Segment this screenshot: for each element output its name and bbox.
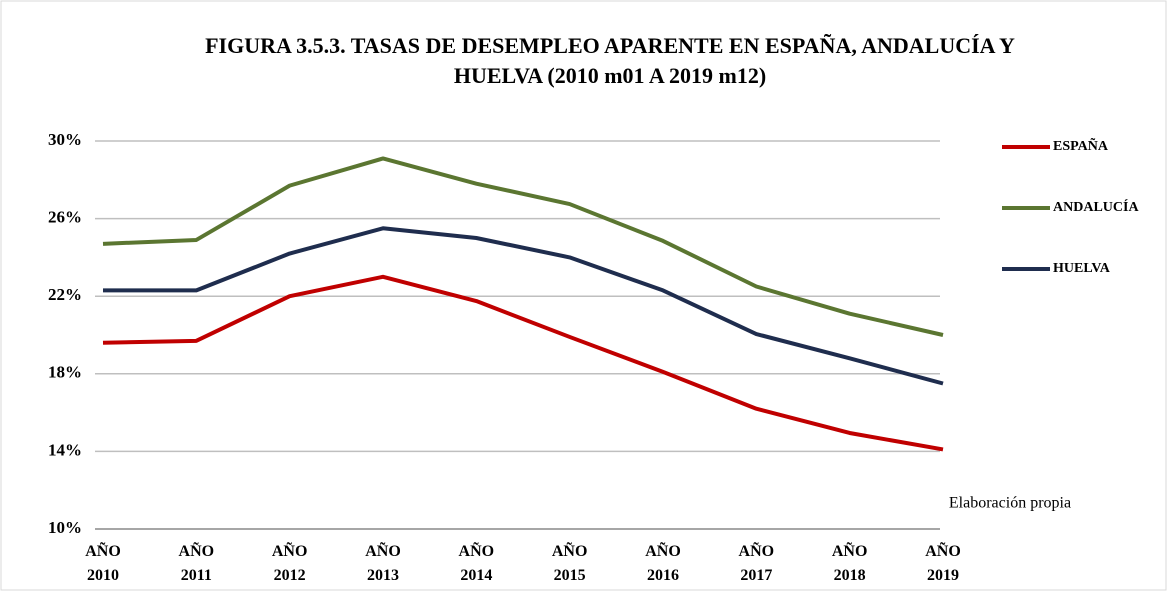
annotation: Elaboración propia xyxy=(949,495,1071,512)
series-line xyxy=(102,274,944,452)
chart-title: HUELVA (2010 m01 A 2019 m12) xyxy=(454,63,766,88)
x-tick-label: AÑO 2019 xyxy=(925,541,961,584)
y-tick-label: 10% xyxy=(48,518,82,537)
x-tick-label: AÑO 2012 xyxy=(272,541,308,584)
y-tick-label: 26% xyxy=(48,208,82,227)
chart-title: FIGURA 3.5.3. TASAS DE DESEMPLEO APARENT… xyxy=(205,33,1015,58)
series-line xyxy=(103,226,944,386)
x-tick-label: AÑO 2013 xyxy=(365,541,401,584)
x-tick-label: AÑO 2017 xyxy=(739,541,775,584)
legend-label: ANDALUCÍA xyxy=(1053,198,1139,215)
x-tick-label: AÑO 2016 xyxy=(645,541,681,584)
y-tick-label: 18% xyxy=(48,363,82,382)
y-tick-label: 14% xyxy=(48,440,82,459)
x-tick-label: AÑO 2015 xyxy=(552,541,588,584)
y-tick-label: 22% xyxy=(48,285,82,304)
legend-label: HUELVA xyxy=(1053,261,1111,276)
x-tick-label: AÑO 2010 xyxy=(85,541,121,584)
x-tick-label: AÑO 2018 xyxy=(832,541,868,584)
x-tick-label: AÑO 2011 xyxy=(179,541,215,584)
x-tick-label: AÑO 2014 xyxy=(459,541,495,584)
legend-label: ESPAÑA xyxy=(1053,136,1109,154)
series-line xyxy=(102,156,944,337)
y-tick-label: 30% xyxy=(48,130,82,149)
